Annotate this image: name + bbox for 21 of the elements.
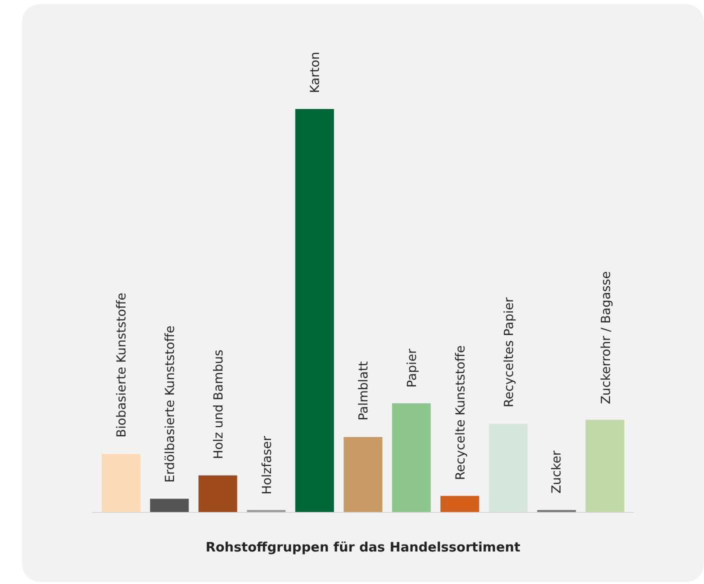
bar xyxy=(295,109,334,512)
x-tick-label: Recyceltes Papier xyxy=(500,296,516,408)
x-tick-label: Papier xyxy=(404,348,420,388)
x-tick-label: Palmblatt xyxy=(355,361,370,421)
x-tick-label: Zuckerrohr / Bagasse xyxy=(598,270,613,404)
x-tick-label: Holzfaser xyxy=(258,435,274,494)
x-tick-label: Karton xyxy=(307,52,322,94)
x-tick-label: Zucker xyxy=(548,450,564,494)
x-tick-label: Biobasierte Kunststoffe xyxy=(114,292,129,438)
bar xyxy=(392,403,431,512)
bar xyxy=(102,454,140,512)
x-axis-title: Rohstoffgruppen für das Handelssortiment xyxy=(206,540,520,556)
bar xyxy=(488,424,528,512)
x-tick-label: Recycelte Kunststoffe xyxy=(452,344,468,480)
x-tick-label: Holz und Bambus xyxy=(210,350,226,460)
bar xyxy=(586,420,624,512)
bar xyxy=(198,475,238,512)
bar xyxy=(440,496,480,512)
bar xyxy=(344,437,382,512)
bar xyxy=(150,498,189,512)
x-tick-label: Erdölbasierte Kunststoffe xyxy=(162,325,178,483)
